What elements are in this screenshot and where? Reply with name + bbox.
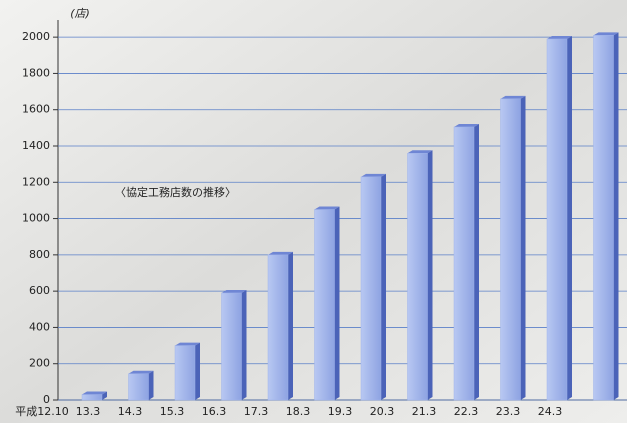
bar (407, 150, 433, 401)
y-tick-label: 600 (29, 284, 50, 297)
annotation: 〈協定工務店数の推移〉 (115, 185, 236, 199)
bar-part (221, 292, 242, 401)
bar (81, 391, 107, 401)
bar (267, 251, 293, 401)
bar-part (334, 206, 340, 400)
x-tick-label: 18.3 (286, 405, 311, 418)
bar-part (128, 370, 154, 374)
y-tick-label: 1400 (22, 139, 50, 152)
x-tick-label: 22.3 (454, 405, 479, 418)
bar (360, 173, 386, 401)
y-tick-label: 1200 (22, 175, 50, 188)
bar (500, 95, 526, 401)
x-tick-label: 19.3 (328, 405, 353, 418)
bar-part (81, 394, 103, 401)
bar (314, 206, 340, 401)
bar-part (288, 251, 293, 400)
x-tick-label: 16.3 (202, 405, 227, 418)
bar-part (593, 35, 614, 401)
bar-part (546, 38, 568, 401)
bar-part (314, 209, 335, 401)
y-tick-label: 200 (29, 357, 50, 370)
bar-part (500, 95, 526, 99)
bar (174, 342, 200, 401)
bar-part (500, 98, 521, 401)
bar-part (547, 35, 572, 39)
x-tick-label: 13.3 (76, 405, 101, 418)
y-tick-label: 0 (43, 393, 50, 406)
bar-part (474, 123, 479, 400)
bar-part (82, 391, 107, 395)
bar-part (427, 150, 433, 400)
bar-part (454, 123, 479, 127)
y-tick-label: 2000 (22, 30, 50, 43)
bar-part (195, 342, 200, 400)
bar-part (268, 251, 293, 255)
bar (128, 370, 154, 401)
x-tick-label: 23.3 (496, 405, 521, 418)
bar-part (453, 126, 475, 401)
bar-part (148, 370, 154, 400)
bar-part (174, 345, 196, 401)
y-tick-label: 1000 (22, 212, 50, 225)
bar (593, 32, 619, 401)
bar-part (314, 206, 340, 210)
x-tick-label: 平成12.10 (15, 405, 69, 418)
bar-part (407, 150, 433, 154)
bar-part (267, 254, 289, 401)
bar-part (407, 153, 428, 401)
bar-part (102, 391, 107, 400)
bar (546, 35, 572, 401)
x-tick-label: 20.3 (370, 405, 395, 418)
y-tick-label: 400 (29, 320, 50, 333)
bar-part (361, 173, 386, 177)
bar (221, 289, 247, 401)
bar-part (593, 32, 619, 36)
x-tick-label: 15.3 (160, 405, 185, 418)
bar-part (360, 176, 382, 401)
bar-part (567, 35, 572, 400)
bar-part (613, 32, 619, 400)
x-tick-label: 24.3 (538, 405, 563, 418)
bar-part (381, 173, 386, 400)
bar-part (241, 289, 247, 400)
x-tick-label: 14.3 (118, 405, 143, 418)
x-tick-label: 17.3 (244, 405, 269, 418)
bar-part (520, 95, 526, 400)
bar-part (221, 289, 247, 293)
bar-part (128, 373, 149, 401)
y-tick-label: 1600 (22, 103, 50, 116)
bar-part (175, 342, 200, 346)
unit-label: (店) (70, 7, 90, 20)
bar (453, 123, 479, 401)
y-tick-label: 1800 (22, 66, 50, 79)
y-tick-label: 800 (29, 248, 50, 261)
x-tick-label: 21.3 (412, 405, 437, 418)
